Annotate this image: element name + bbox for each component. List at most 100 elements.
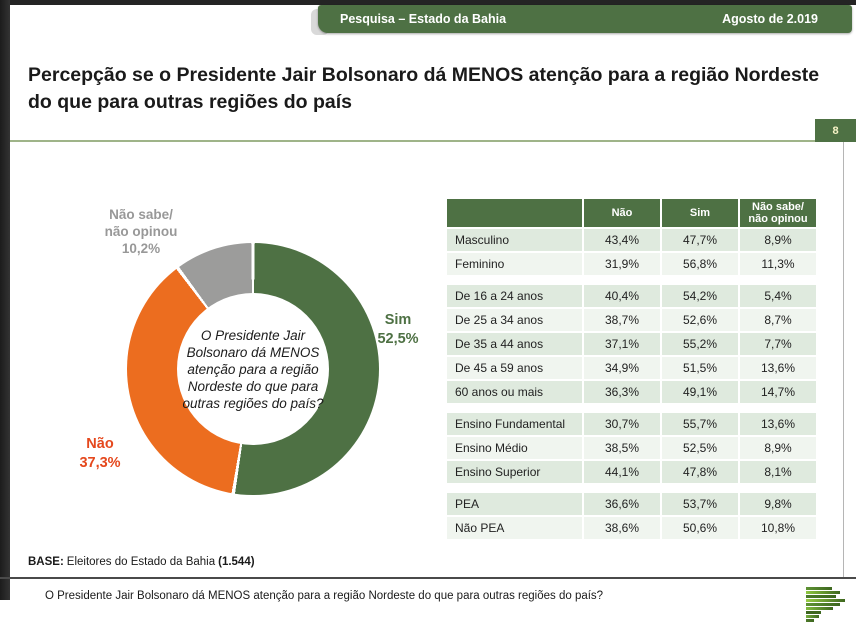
cell-value: 8,7%	[740, 309, 816, 331]
cell-value: 9,8%	[740, 493, 816, 515]
header-bar: Pesquisa – Estado da Bahia Agosto de 2.0…	[318, 5, 852, 33]
slice-label-nao-sabe: Não sabe/ não opinou 10,2%	[85, 206, 197, 257]
footnote-question: O Presidente Jair Bolsonaro dá MENOS ate…	[45, 590, 604, 602]
row-label: Feminino	[447, 253, 582, 275]
slice-label-nao-name: Não	[86, 436, 114, 452]
cell-value: 52,5%	[662, 437, 738, 459]
cell-value: 14,7%	[740, 381, 816, 403]
logo-bar-8	[806, 615, 819, 618]
cell-value: 31,9%	[584, 253, 660, 275]
base-note-label: BASE:	[28, 556, 64, 568]
cell-value: 38,5%	[584, 437, 660, 459]
base-note-text: Eleitores do Estado da Bahia	[66, 556, 216, 568]
logo-bar-1	[806, 587, 832, 590]
brand-logo	[806, 587, 846, 623]
table-header-empty	[447, 199, 582, 227]
logo-bar-3	[806, 595, 836, 598]
slice-label-nao: Não 37,3%	[60, 435, 140, 473]
cell-value: 51,5%	[662, 357, 738, 379]
table-row: Ensino Médio 38,5% 52,5% 8,9%	[447, 437, 816, 459]
cell-value: 55,7%	[662, 413, 738, 435]
cell-value: 8,9%	[740, 437, 816, 459]
slide-title: Percepção se o Presidente Jair Bolsonaro…	[28, 64, 820, 113]
cell-value: 8,9%	[740, 229, 816, 251]
cell-value: 38,6%	[584, 517, 660, 539]
row-label: Ensino Fundamental	[447, 413, 582, 435]
table-group-1: Masculino 43,4% 47,7% 8,9% Feminino 31,9% 56,8…	[447, 229, 816, 275]
page-number-badge: 8	[815, 119, 856, 142]
logo-bar-9	[806, 619, 814, 622]
cell-value: 43,4%	[584, 229, 660, 251]
cell-value: 13,6%	[740, 357, 816, 379]
row-label: Ensino Superior	[447, 461, 582, 483]
slice-value-sim: 52,5%	[377, 331, 419, 347]
table-group-3: Ensino Fundamental 30,7% 55,7% 13,6% Ensino …	[447, 413, 816, 483]
content-right-border	[843, 142, 844, 577]
logo-bar-6	[806, 607, 833, 610]
cell-value: 52,6%	[662, 309, 738, 331]
cell-value: 5,4%	[740, 285, 816, 307]
table-header-col-1: Não	[584, 199, 660, 227]
table-row: De 35 a 44 anos 37,1% 55,2% 7,7%	[447, 333, 816, 355]
cell-value: 11,3%	[740, 253, 816, 275]
table-row: Ensino Superior 44,1% 47,8% 8,1%	[447, 461, 816, 483]
cell-value: 7,7%	[740, 333, 816, 355]
row-label: De 35 a 44 anos	[447, 333, 582, 355]
left-border-strip	[0, 0, 10, 600]
cell-value: 10,8%	[740, 517, 816, 539]
table-row: Feminino 31,9% 56,8% 11,3%	[447, 253, 816, 275]
cell-value: 49,1%	[662, 381, 738, 403]
slice-label-nao-sabe-line1: Não sabe/	[109, 207, 173, 222]
table-row: 60 anos ou mais 36,3% 49,1% 14,7%	[447, 381, 816, 403]
cell-value: 53,7%	[662, 493, 738, 515]
slice-value-nao-sabe: 10,2%	[121, 241, 161, 256]
base-note: BASE: Eleitores do Estado da Bahia (1.544)	[28, 556, 255, 568]
top-border-strip	[0, 0, 856, 5]
cell-value: 47,7%	[662, 229, 738, 251]
footer-divider-line	[0, 577, 856, 579]
cell-value: 36,6%	[584, 493, 660, 515]
row-label: PEA	[447, 493, 582, 515]
row-label: De 45 a 59 anos	[447, 357, 582, 379]
logo-bar-5	[806, 603, 840, 606]
table-row: De 16 a 24 anos 40,4% 54,2% 5,4%	[447, 285, 816, 307]
title-separator-line	[10, 140, 856, 142]
table-header-row: Não Sim Não sabe/ não opinou	[447, 199, 816, 227]
table-row: Não PEA 38,6% 50,6% 10,8%	[447, 517, 816, 539]
cell-value: 8,1%	[740, 461, 816, 483]
logo-bar-4	[806, 599, 845, 602]
cell-value: 36,3%	[584, 381, 660, 403]
cell-value: 44,1%	[584, 461, 660, 483]
table-row: Ensino Fundamental 30,7% 55,7% 13,6%	[447, 413, 816, 435]
table-row: De 45 a 59 anos 34,9% 51,5% 13,6%	[447, 357, 816, 379]
cell-value: 56,8%	[662, 253, 738, 275]
cell-value: 50,6%	[662, 517, 738, 539]
slice-label-sim-name: Sim	[384, 312, 412, 328]
table-row: De 25 a 34 anos 38,7% 52,6% 8,7%	[447, 309, 816, 331]
crosstab-table: Não Sim Não sabe/ não opinou Masculino 43,4%…	[447, 199, 816, 549]
logo-bar-7	[806, 611, 821, 614]
donut-center-question: O Presidente Jair Bolsonaro dá MENOS ate…	[182, 327, 324, 411]
donut-chart-hole: O Presidente Jair Bolsonaro dá MENOS ate…	[177, 293, 329, 445]
cell-value: 54,2%	[662, 285, 738, 307]
base-note-count: (1.544)	[218, 556, 255, 568]
table-header-col-3: Não sabe/ não opinou	[740, 199, 816, 227]
row-label: 60 anos ou mais	[447, 381, 582, 403]
table-group-2: De 16 a 24 anos 40,4% 54,2% 5,4% De 25 a 34 …	[447, 285, 816, 403]
row-label: Não PEA	[447, 517, 582, 539]
table-row: PEA 36,6% 53,7% 9,8%	[447, 493, 816, 515]
row-label: De 16 a 24 anos	[447, 285, 582, 307]
cell-value: 37,1%	[584, 333, 660, 355]
slice-value-nao: 37,3%	[79, 455, 121, 471]
table-row: Masculino 43,4% 47,7% 8,9%	[447, 229, 816, 251]
slice-label-nao-sabe-line2: não opinou	[104, 224, 178, 239]
cell-value: 40,4%	[584, 285, 660, 307]
header-date: Agosto de 2.019	[722, 12, 818, 26]
slice-label-sim: Sim 52,5%	[360, 311, 436, 349]
cell-value: 55,2%	[662, 333, 738, 355]
table-header-col-2: Sim	[662, 199, 738, 227]
header-survey-title: Pesquisa – Estado da Bahia	[340, 12, 507, 26]
cell-value: 34,9%	[584, 357, 660, 379]
cell-value: 13,6%	[740, 413, 816, 435]
